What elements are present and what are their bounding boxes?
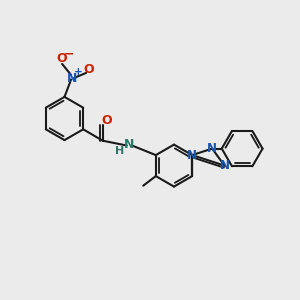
- Text: +: +: [74, 67, 83, 77]
- Text: O: O: [84, 63, 94, 76]
- Text: O: O: [56, 52, 67, 65]
- Text: O: O: [102, 114, 112, 127]
- Text: N: N: [220, 159, 230, 172]
- Text: N: N: [124, 138, 134, 151]
- Text: −: −: [64, 47, 74, 61]
- Text: N: N: [67, 72, 77, 85]
- Text: N: N: [187, 148, 197, 162]
- Text: H: H: [116, 146, 125, 156]
- Text: N: N: [207, 142, 217, 155]
